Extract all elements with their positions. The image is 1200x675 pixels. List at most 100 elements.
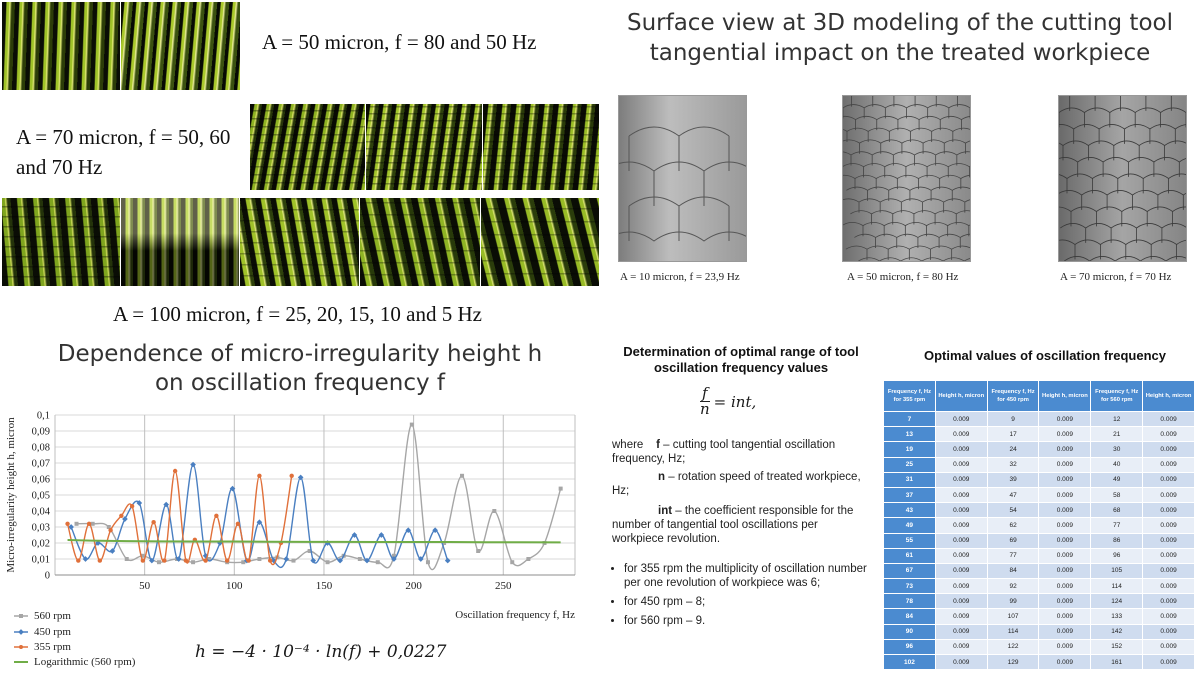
model-scale-path bbox=[905, 163, 928, 178]
model-scale-path bbox=[1161, 223, 1186, 229]
table-cell: 102 bbox=[883, 653, 936, 671]
model-scale-path bbox=[956, 210, 970, 215]
table-cell: 0.009 bbox=[1038, 578, 1092, 595]
micrograph-texture bbox=[2, 198, 120, 286]
table-cell: 0.009 bbox=[1142, 502, 1195, 519]
table-row: 43 0.009 54 0.009 68 0.009 bbox=[883, 502, 1195, 519]
model-scale-path bbox=[1059, 142, 1064, 161]
y-tick-label: 0,09 bbox=[32, 427, 50, 438]
legend-item-450: 450 rpm bbox=[14, 626, 71, 638]
frequency-height-chart: 0 0,01 0,02 0,03 0,04 0,05 0,06 0,07 0,08 0,09 0,1… bbox=[5, 411, 576, 621]
data-point-450-rpm bbox=[136, 500, 143, 506]
model-scale-path bbox=[1121, 206, 1148, 227]
table-cell: 0.009 bbox=[1142, 623, 1195, 640]
model-scale-path bbox=[938, 233, 961, 249]
table-row: 102 0.009 129 0.009 161 0.009 bbox=[883, 653, 1195, 671]
table-cell: 0.009 bbox=[1142, 517, 1195, 534]
table-row: 55 0.009 69 0.009 86 0.009 bbox=[883, 532, 1195, 549]
data-point-560-rpm bbox=[291, 558, 296, 563]
micrograph-a100-4 bbox=[360, 198, 480, 286]
model-scale-path bbox=[1175, 124, 1186, 130]
table-cell: 0.009 bbox=[934, 578, 988, 595]
model-scale-path bbox=[1179, 158, 1186, 163]
data-point-450-rpm bbox=[148, 557, 155, 564]
model-scale-path bbox=[845, 245, 868, 260]
fraction-rhs: = int, bbox=[713, 392, 757, 411]
legend-label: 450 rpm bbox=[34, 626, 71, 638]
model-scale-path bbox=[948, 163, 970, 178]
table-cell: 0.009 bbox=[1142, 426, 1195, 443]
model-scale-path bbox=[1059, 190, 1083, 210]
model-scale-path bbox=[917, 233, 940, 249]
model-scale-path bbox=[1089, 256, 1116, 261]
model-scale-path bbox=[1168, 173, 1186, 179]
model-image-a10 bbox=[618, 95, 747, 262]
table-cell: 124 bbox=[1090, 593, 1144, 610]
symbol-int: int bbox=[658, 505, 673, 517]
model-scale-path bbox=[1059, 157, 1079, 177]
table-cell: 84 bbox=[986, 562, 1040, 580]
model-scale-path bbox=[1176, 239, 1186, 245]
model-scale-path bbox=[1164, 140, 1186, 146]
model-scale-path bbox=[1064, 256, 1091, 261]
table-cell: 17 bbox=[986, 426, 1040, 443]
table-cell: 0.009 bbox=[1038, 532, 1092, 549]
data-point-560-rpm bbox=[391, 553, 396, 558]
micrograph-texture bbox=[121, 2, 240, 90]
model-scale-path bbox=[843, 151, 852, 166]
legend-item-log: Logarithmic (560 rpm) bbox=[14, 656, 135, 668]
determination-title: Determination of optimal range of tool o… bbox=[623, 344, 859, 375]
model-scale-path bbox=[934, 210, 957, 225]
data-point-450-rpm bbox=[310, 557, 317, 564]
model-scale-path bbox=[952, 186, 970, 191]
x-tick-label: 250 bbox=[495, 580, 512, 592]
table-cell: 0.009 bbox=[934, 426, 988, 443]
table-row: 19 0.009 24 0.009 30 0.009 bbox=[883, 441, 1195, 458]
table-cell: 84 bbox=[883, 608, 936, 625]
data-point-355-rpm bbox=[86, 521, 92, 526]
fraction-numerator: f bbox=[700, 384, 710, 402]
multiplicity-item: for 560 rpm – 9. bbox=[624, 614, 884, 628]
model-scale-path bbox=[1138, 140, 1165, 161]
micrograph-a100-2 bbox=[121, 198, 239, 286]
data-point-355-rpm bbox=[246, 558, 251, 563]
model-scale-path bbox=[1084, 107, 1111, 128]
model-scale-path bbox=[951, 245, 970, 250]
model-scale-path bbox=[858, 198, 881, 213]
optimal-frequency-table: Frequency f, Hz for 355 rpm Height h, mic… bbox=[883, 380, 1195, 671]
data-point-450-rpm bbox=[417, 556, 424, 562]
model-scale-path bbox=[843, 115, 856, 131]
model-scale-path bbox=[897, 174, 919, 190]
data-point-560-rpm bbox=[157, 560, 161, 565]
table-cell: 114 bbox=[986, 623, 1040, 640]
model-scale-path bbox=[965, 140, 970, 144]
model-scale-path bbox=[843, 104, 865, 119]
model-scale-path bbox=[1128, 157, 1155, 177]
model-scale-path bbox=[850, 151, 873, 166]
data-point-355-rpm bbox=[108, 528, 113, 533]
y-axis-label: Micro-irregularity height h, micron bbox=[5, 417, 17, 573]
table-header-cell: Height h, micron bbox=[1142, 380, 1195, 412]
fraction-denominator: n bbox=[700, 400, 710, 418]
model-scale-path bbox=[1134, 107, 1161, 128]
table-cell: 0.009 bbox=[934, 517, 988, 534]
table-cell: 47 bbox=[986, 486, 1040, 504]
model-scale-path bbox=[930, 186, 953, 201]
data-point-355-rpm bbox=[119, 513, 124, 518]
y-tick-label: 0,07 bbox=[32, 459, 50, 470]
desc-int: – the coefficient responsible for the nu… bbox=[612, 505, 854, 545]
table-cell: 0.009 bbox=[1142, 441, 1195, 458]
model-scale-path bbox=[867, 186, 890, 201]
model-scale-path bbox=[947, 222, 970, 237]
model-scale-path bbox=[1062, 140, 1089, 161]
trend-formula: h = −4 · 10⁻⁴ · ln(f) + 0,0227 bbox=[195, 642, 447, 662]
data-point-560-rpm bbox=[90, 521, 95, 526]
data-point-560-rpm bbox=[124, 557, 129, 561]
table-header-cell: Frequency f, Hz for 450 rpm bbox=[986, 380, 1040, 412]
model-scale-path bbox=[956, 151, 970, 156]
table-cell: 0.009 bbox=[934, 562, 988, 580]
table-cell: 39 bbox=[986, 471, 1040, 488]
data-point-560-rpm bbox=[425, 560, 430, 565]
model-scale-path bbox=[918, 115, 941, 131]
model-scale-path bbox=[896, 233, 919, 249]
